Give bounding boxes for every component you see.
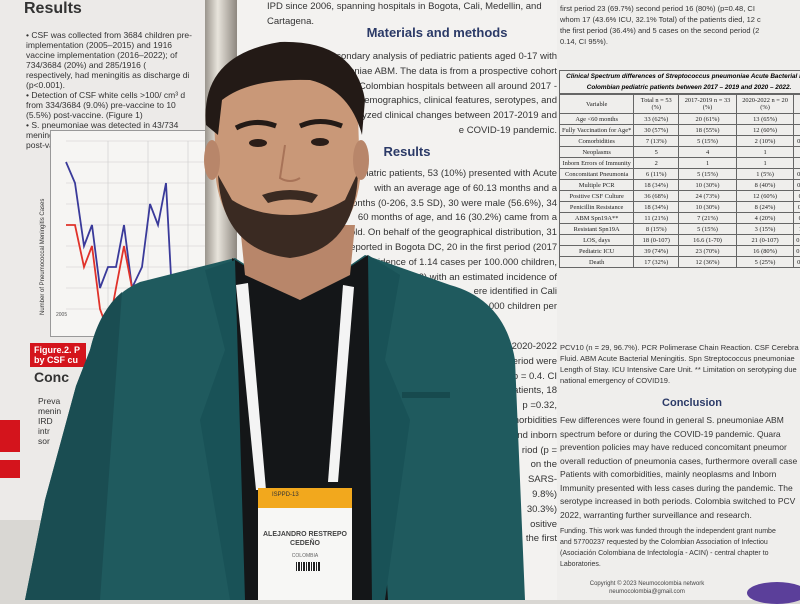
- ear-left: [204, 140, 220, 180]
- badge-barcode: [296, 562, 320, 571]
- badge-name-line: ALEJANDRO RESTREPO: [258, 530, 352, 539]
- ear-right: [353, 140, 369, 180]
- eye-right: [311, 138, 329, 146]
- pocket: [402, 392, 450, 398]
- badge-event: ISPPD-13: [272, 492, 299, 498]
- badge-header: [258, 488, 352, 508]
- badge-name-line: CEDEÑO: [258, 539, 352, 548]
- badge-name: ALEJANDRO RESTREPO CEDEÑO: [258, 530, 352, 548]
- eye-left: [249, 139, 267, 147]
- badge-country: COLOMBIA: [258, 553, 352, 559]
